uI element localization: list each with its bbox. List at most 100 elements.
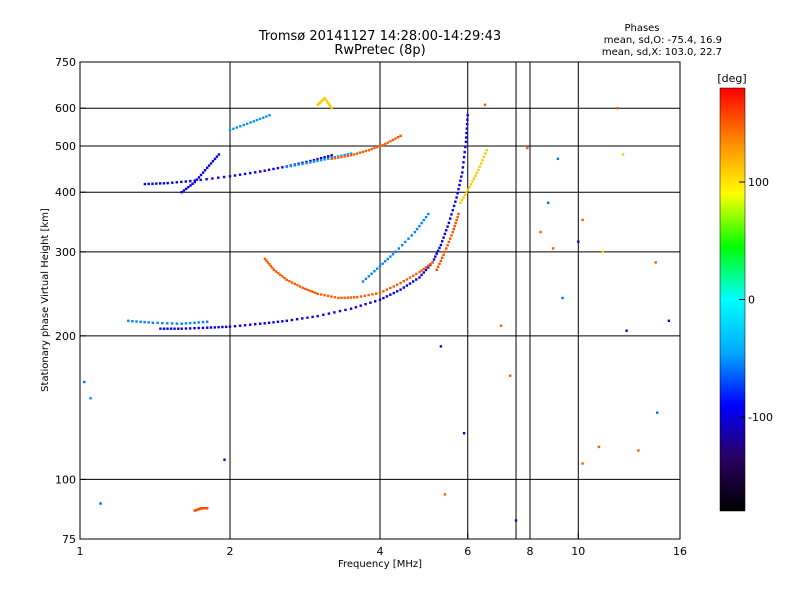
data-point — [249, 171, 252, 175]
data-point — [296, 284, 299, 287]
data-point — [147, 321, 150, 324]
data-point — [195, 178, 199, 181]
data-point — [441, 240, 444, 243]
phases-heading: Phases — [624, 23, 659, 34]
data-point — [435, 268, 438, 271]
data-point — [654, 261, 657, 264]
data-point — [205, 178, 208, 181]
colorbar-tick-label: 100 — [748, 176, 769, 189]
data-point — [420, 273, 423, 277]
data-point — [232, 127, 235, 130]
data-point — [268, 263, 271, 266]
data-point — [139, 320, 142, 323]
data-point — [378, 264, 382, 268]
data-point — [305, 161, 308, 165]
data-point — [323, 158, 326, 161]
data-point — [477, 168, 480, 172]
data-point — [346, 296, 349, 299]
data-point — [424, 215, 428, 219]
data-point — [211, 159, 215, 163]
data-point — [265, 115, 268, 118]
data-point — [394, 250, 397, 253]
data-point — [405, 284, 409, 287]
data-point — [324, 98, 328, 101]
data-point — [151, 321, 154, 324]
data-point — [373, 146, 376, 150]
data-point — [420, 269, 423, 272]
data-point — [439, 259, 443, 262]
data-point — [349, 296, 353, 299]
data-point — [400, 244, 404, 247]
data-point — [147, 182, 150, 186]
data-point — [447, 240, 451, 244]
data-point — [454, 200, 457, 203]
data-point — [547, 201, 550, 204]
data-point — [370, 147, 373, 151]
data-point — [333, 296, 337, 299]
data-point — [249, 121, 252, 124]
data-point — [166, 322, 169, 325]
data-point — [259, 322, 262, 325]
data-point — [364, 149, 368, 153]
data-point — [539, 230, 542, 234]
data-point — [156, 321, 159, 325]
data-point — [455, 196, 458, 199]
data-point — [143, 182, 147, 186]
data-point — [468, 185, 471, 189]
data-point — [418, 224, 421, 228]
data-point — [243, 324, 247, 327]
data-point — [290, 318, 294, 322]
data-point — [404, 240, 407, 244]
data-point — [405, 278, 409, 281]
data-point — [316, 314, 319, 318]
phase-stats-x: mean, sd,X: 103.0, 22.7 — [602, 47, 722, 58]
data-point — [443, 493, 447, 496]
data-point — [396, 136, 400, 139]
data-point — [370, 272, 373, 275]
data-point — [262, 116, 265, 119]
data-point — [382, 296, 385, 300]
data-point — [222, 175, 226, 179]
data-point — [99, 502, 102, 505]
data-point — [340, 155, 343, 159]
data-point — [356, 296, 359, 299]
data-point — [413, 230, 417, 234]
data-point — [597, 445, 601, 449]
data-point — [391, 253, 395, 256]
data-point — [249, 323, 252, 326]
data-point — [180, 180, 183, 184]
data-point — [475, 171, 478, 175]
data-point — [386, 141, 390, 144]
y-axis-ticks: 75 100 200 300 400 500 600 750 — [55, 56, 86, 546]
x-tick-label: 8 — [527, 545, 534, 558]
data-point — [454, 221, 457, 225]
data-point — [166, 181, 169, 185]
data-point — [343, 155, 346, 158]
data-point — [290, 281, 294, 284]
data-point — [322, 313, 325, 316]
data-point — [436, 249, 440, 252]
data-point — [330, 154, 333, 157]
data-point — [327, 157, 330, 160]
data-point — [199, 178, 202, 182]
y-tick-label: 400 — [55, 186, 76, 199]
data-point — [381, 143, 384, 147]
data-point — [402, 280, 405, 283]
data-point — [263, 257, 267, 260]
data-point — [392, 285, 395, 288]
grid — [80, 62, 680, 539]
data-point — [131, 320, 134, 323]
data-point — [445, 247, 448, 250]
data-point — [189, 327, 192, 330]
data-point — [422, 271, 425, 274]
x-tick-label: 10 — [571, 545, 585, 558]
data-point — [415, 278, 418, 281]
data-point — [465, 127, 468, 130]
data-point — [399, 288, 402, 291]
data-point — [309, 289, 312, 293]
data-point — [201, 320, 205, 324]
data-point — [340, 296, 343, 300]
data-point — [323, 294, 326, 297]
data-point — [441, 256, 444, 259]
data-point — [325, 100, 329, 103]
